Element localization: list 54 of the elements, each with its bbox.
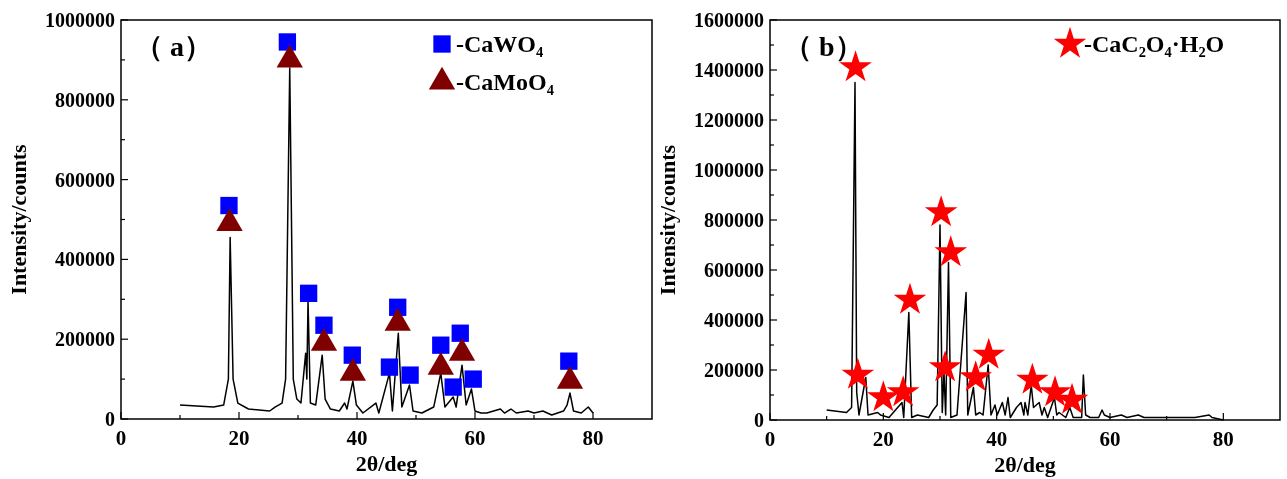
legend-label: -CaMoO₄ [456, 69, 554, 96]
point [432, 336, 450, 354]
x-tick-label: 80 [1212, 427, 1234, 451]
y-tick-label: 0 [105, 408, 115, 430]
point [380, 358, 399, 376]
point [934, 235, 968, 267]
annotation: （ a） [135, 31, 212, 62]
y-tick-label: 1400000 [694, 59, 764, 81]
x-tick-label: 60 [464, 426, 486, 450]
legend-label: -CaC₂O₄·H₂O [1084, 31, 1225, 58]
y-tick-label: 400000 [704, 309, 764, 331]
point [444, 378, 462, 396]
y-tick-label: 200000 [704, 359, 764, 381]
y-tick-label: 800000 [55, 88, 115, 111]
point [451, 324, 469, 342]
point [893, 282, 927, 314]
point [220, 196, 238, 215]
x-tick-label: 40 [986, 427, 1008, 451]
y-tick-label: 1000000 [694, 159, 764, 181]
x-axis-title: 2θ/deg [355, 451, 418, 476]
point [560, 352, 578, 370]
point [924, 195, 958, 227]
y-tick-label: 1000000 [45, 9, 115, 31]
point [972, 337, 1006, 369]
x-tick-label: 20 [872, 427, 894, 451]
point [959, 360, 993, 392]
x-tick-label: 60 [1099, 427, 1121, 451]
y-tick-label: 1600000 [694, 9, 764, 31]
y-axis-title: Intensity/counts [6, 143, 31, 295]
point [278, 33, 297, 51]
y-tick-label: 600000 [55, 168, 115, 191]
point [299, 284, 318, 302]
y-tick-label: 400000 [55, 248, 115, 271]
point [1038, 375, 1072, 407]
legend-label: -CaWO₄ [456, 31, 544, 58]
y-tick-label: 1200000 [694, 109, 764, 131]
x-axis-title: 2θ/deg [994, 452, 1056, 477]
point [401, 366, 419, 384]
point [343, 346, 361, 364]
x-tick-label: 40 [346, 426, 368, 450]
x-tick-label: 20 [228, 426, 250, 450]
x-tick-label: 80 [582, 426, 604, 450]
point [841, 357, 875, 389]
point [464, 370, 482, 388]
point [1016, 362, 1049, 394]
y-tick-label: 0 [754, 409, 764, 431]
y-tick-label: 600000 [704, 259, 764, 281]
y-tick-label: 200000 [55, 328, 115, 351]
point [928, 350, 962, 382]
point [315, 316, 333, 334]
point [886, 375, 920, 407]
annotation: （ b） [784, 31, 863, 62]
y-tick-label: 800000 [704, 209, 764, 231]
y-axis-title: Intensity/counts [655, 144, 680, 296]
